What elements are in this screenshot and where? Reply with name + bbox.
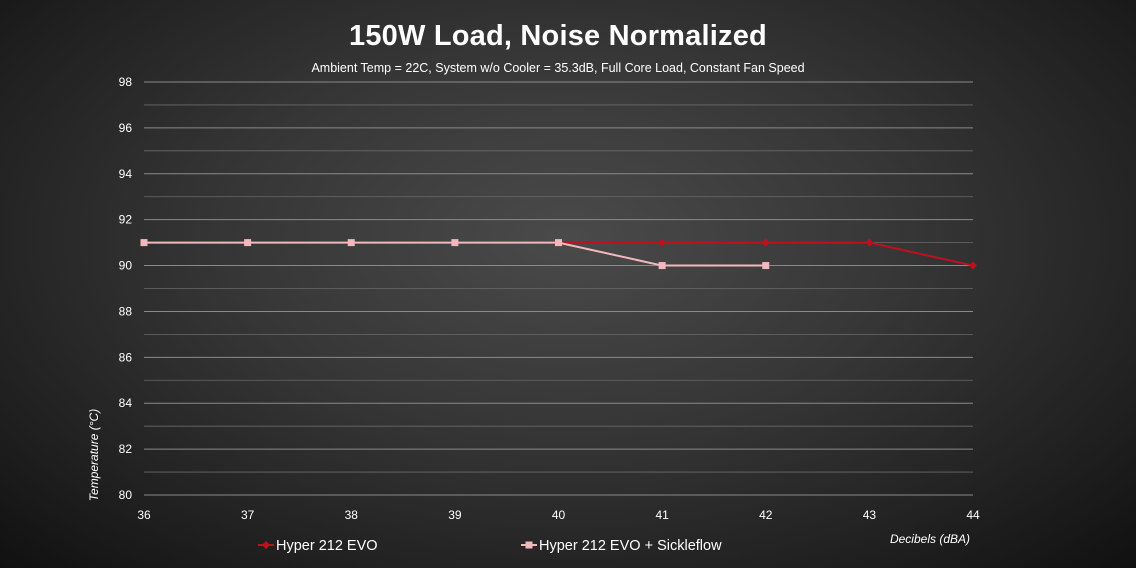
y-tick-label: 90 — [119, 259, 133, 273]
series-2 — [140, 239, 770, 270]
data-point — [658, 238, 667, 247]
y-tick-label: 88 — [119, 304, 133, 318]
data-point — [347, 239, 355, 247]
data-series — [140, 238, 977, 270]
x-tick-label: 38 — [345, 508, 359, 522]
data-point — [865, 238, 874, 247]
data-point — [761, 238, 770, 247]
legend-item: Hyper 212 EVO — [258, 538, 378, 554]
legend-swatch-marker — [262, 541, 270, 549]
x-tick-label: 41 — [655, 508, 669, 522]
x-tick-label: 43 — [863, 508, 877, 522]
gridlines — [144, 81, 973, 496]
chart-subtitle: Ambient Temp = 22C, System w/o Cooler = … — [311, 61, 805, 75]
y-tick-label: 92 — [119, 213, 133, 227]
data-point — [658, 262, 666, 270]
x-tick-label: 39 — [448, 508, 462, 522]
y-tick-label: 94 — [119, 167, 133, 181]
y-tick-label: 96 — [119, 121, 133, 135]
y-tick-label: 82 — [119, 442, 133, 456]
chart-title: 150W Load, Noise Normalized — [349, 20, 767, 52]
data-point — [140, 239, 148, 247]
x-tick-label: 37 — [241, 508, 255, 522]
x-axis-tick-labels: 36 37 38 39 40 41 42 43 44 — [137, 508, 980, 522]
data-point — [969, 261, 977, 270]
y-tick-label: 98 — [119, 75, 133, 89]
x-tick-label: 42 — [759, 508, 773, 522]
y-tick-label: 80 — [119, 488, 133, 502]
legend-item: Hyper 212 EVO + Sickleflow — [521, 538, 722, 554]
x-axis-title: Decibels (dBA) — [890, 532, 970, 546]
y-axis-title: Temperature (°C) — [87, 409, 101, 501]
x-tick-label: 36 — [137, 508, 151, 522]
data-point — [555, 239, 562, 247]
x-tick-label: 40 — [552, 508, 566, 522]
data-point — [762, 262, 770, 270]
x-tick-label: 44 — [966, 508, 980, 522]
y-tick-label: 86 — [119, 350, 133, 364]
y-tick-label: 84 — [119, 396, 133, 410]
legend: Hyper 212 EVO Hyper 212 EVO + Sickleflow — [258, 538, 722, 554]
legend-label: Hyper 212 EVO + Sickleflow — [539, 538, 722, 554]
data-point — [451, 239, 459, 247]
y-axis-tick-labels: 80 82 84 86 88 90 92 94 96 98 — [119, 75, 133, 502]
legend-label: Hyper 212 EVO — [276, 538, 378, 554]
data-point — [244, 239, 252, 247]
legend-swatch-marker — [525, 541, 533, 549]
